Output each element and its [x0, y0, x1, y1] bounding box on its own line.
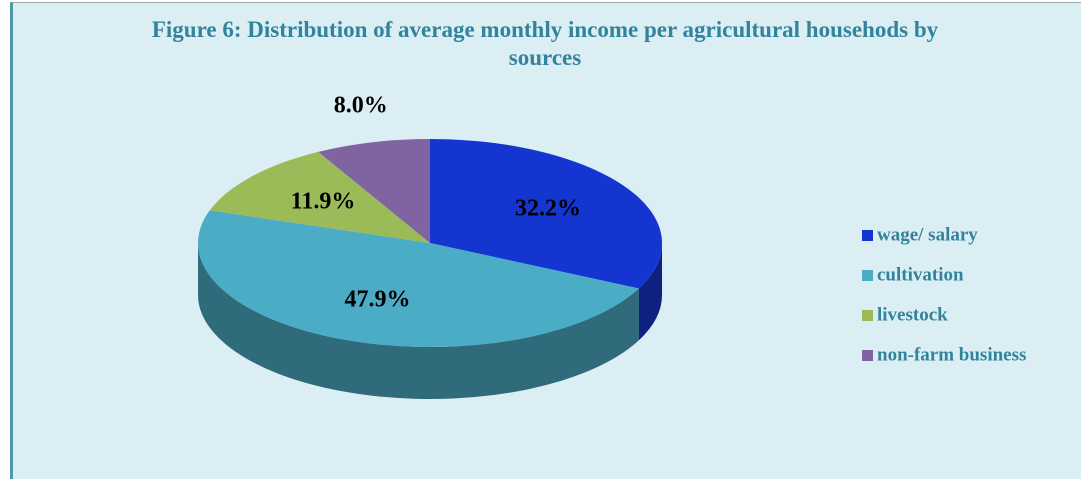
slice	[209, 151, 430, 243]
legend-label: non-farm business	[877, 344, 1026, 365]
data-label: 8.0%	[334, 93, 388, 119]
slice	[430, 139, 662, 289]
legend-label: livestock	[877, 304, 948, 325]
slice-side	[198, 243, 639, 400]
legend-label: wage/ salary	[877, 224, 978, 245]
legend-swatch	[862, 270, 873, 281]
slice	[318, 139, 430, 243]
legend-swatch	[862, 230, 873, 241]
chart-title: Figure 6: Distribution of average monthl…	[151, 17, 939, 70]
data-label: 47.9%	[345, 286, 411, 312]
slice-side	[638, 243, 662, 341]
legend-label: cultivation	[877, 264, 964, 285]
data-label: 32.2%	[515, 195, 581, 221]
data-label: 11.9%	[291, 189, 356, 215]
slice	[197, 210, 639, 348]
legend-swatch	[862, 310, 873, 321]
legend-swatch	[862, 350, 873, 361]
